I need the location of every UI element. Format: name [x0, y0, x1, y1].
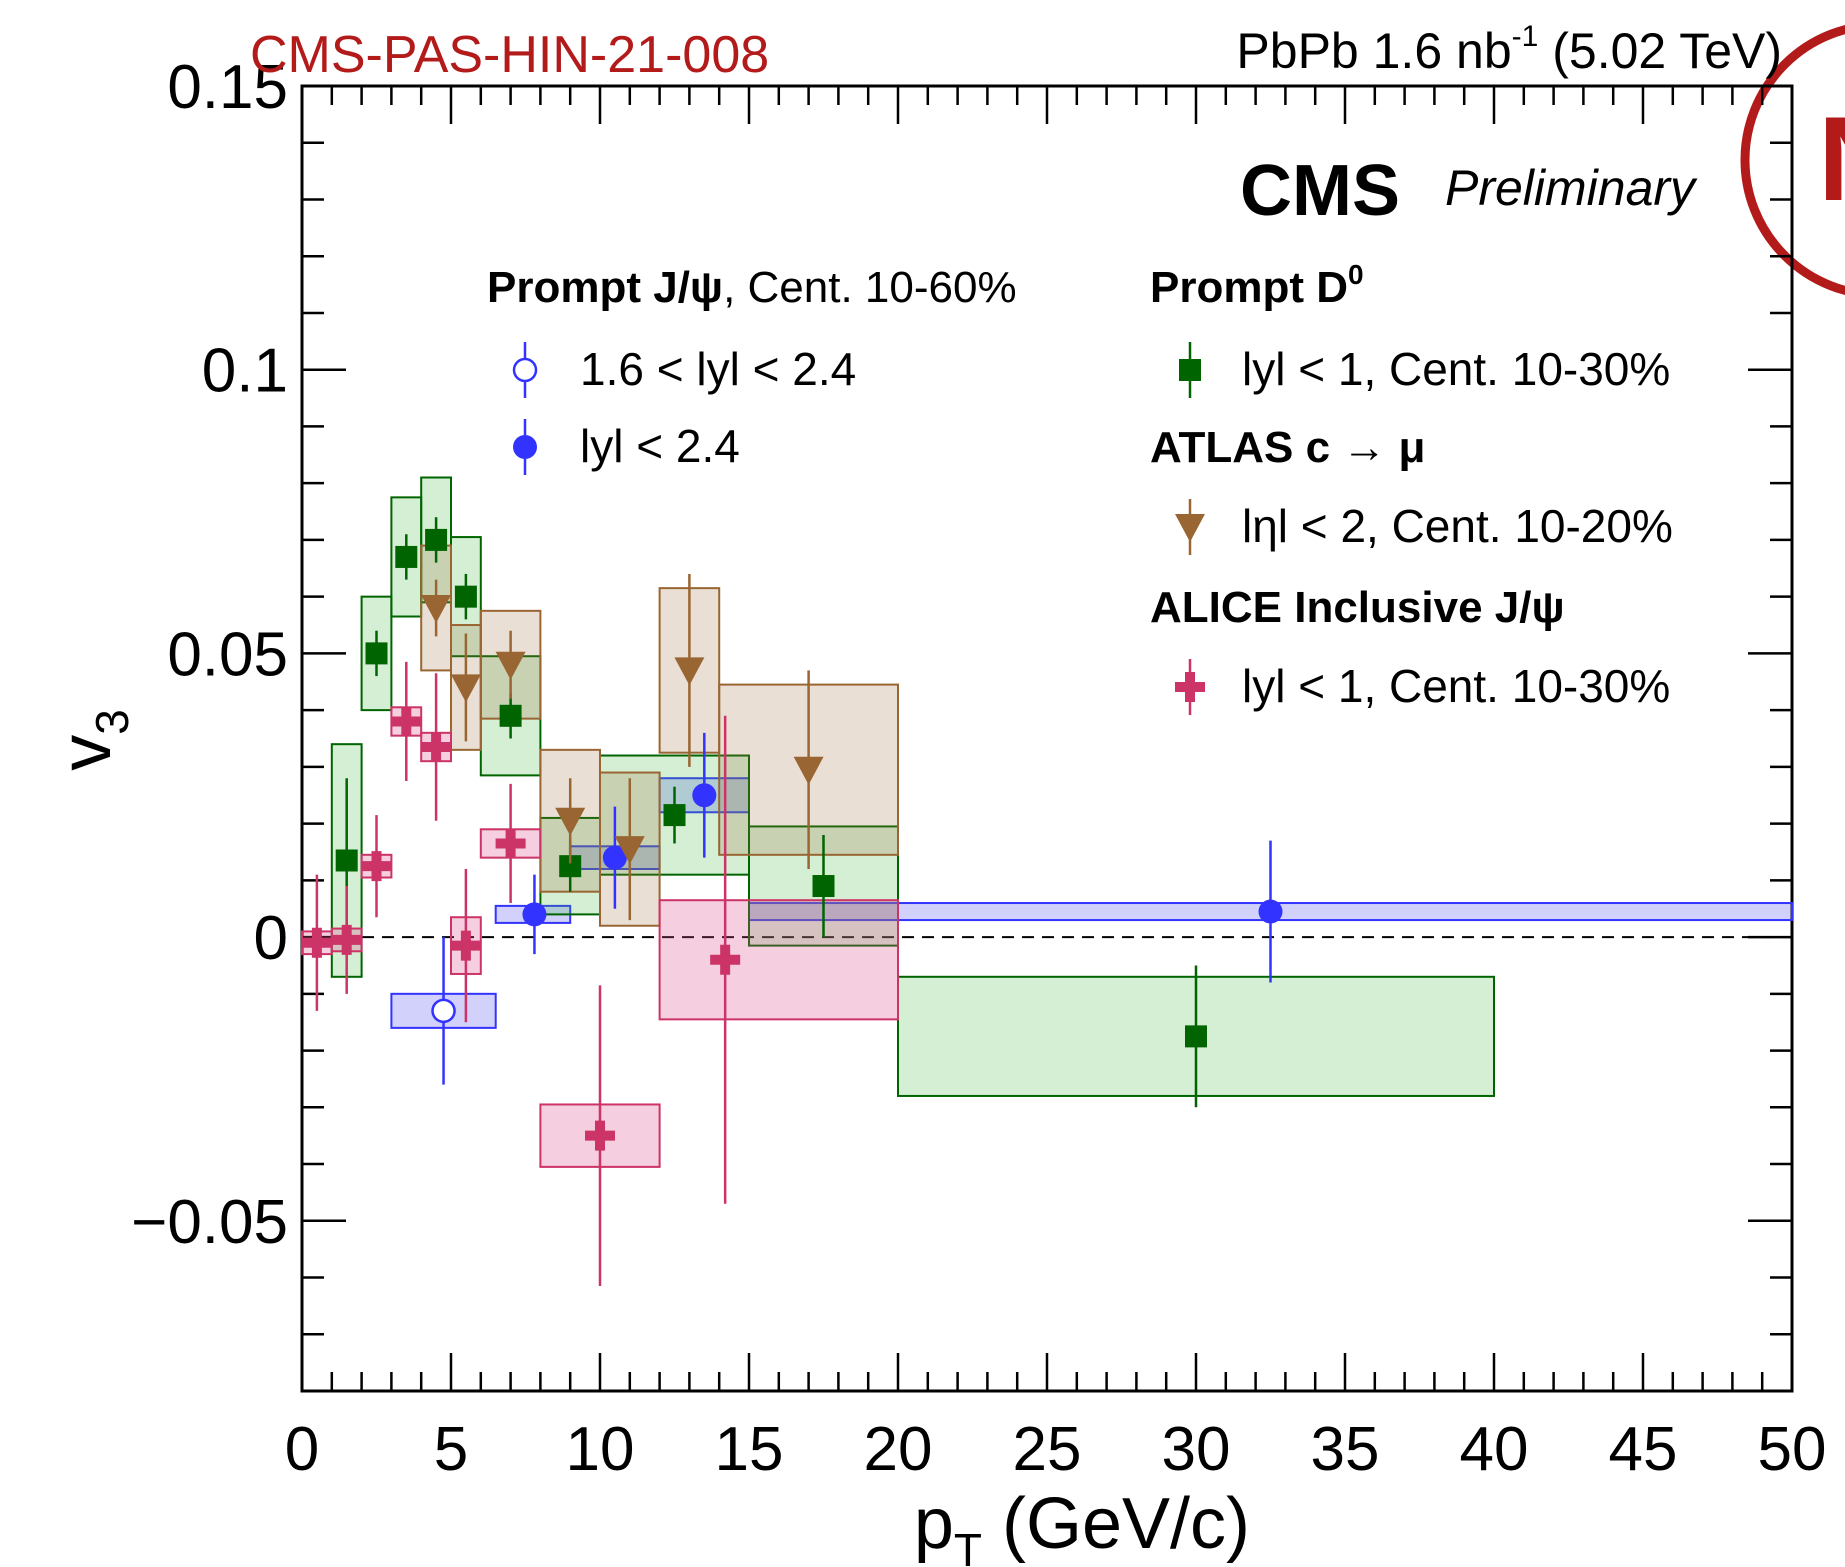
luminosity-label: PbPb 1.6 nb-1 (5.02 TeV)	[1236, 20, 1782, 79]
luminosity-prefix: PbPb 1.6 nb	[1236, 23, 1511, 79]
legend-label-jpsi-forward: 1.6 < lyl < 2.4	[580, 343, 856, 395]
marker-filled-circle	[513, 435, 537, 459]
marker-cross	[495, 828, 526, 859]
x-tick-label: 30	[1162, 1415, 1231, 1484]
marker-filled-circle	[602, 845, 627, 870]
marker-down-triangle	[450, 674, 481, 703]
legend-heading-alice: ALICE Inclusive J/ψ	[1150, 583, 1565, 632]
marker-cross	[301, 927, 332, 958]
marker-filled-circle	[522, 902, 547, 927]
svg-text:N: N	[1818, 92, 1845, 226]
marker-square	[425, 528, 448, 551]
marker-down-triangle	[793, 756, 824, 785]
data-points-layer	[301, 517, 1283, 1287]
marker-square	[1185, 1025, 1207, 1048]
luminosity-energy: (5.02 TeV)	[1538, 23, 1782, 79]
marker-cross	[710, 944, 741, 975]
x-tick-label: 15	[715, 1415, 784, 1484]
x-axis-title-main: p	[914, 1484, 954, 1564]
x-tick-label: 35	[1311, 1415, 1380, 1484]
x-tick-label: 25	[1013, 1415, 1082, 1484]
stamp-logo: N	[1740, 24, 1845, 296]
marker-square	[812, 875, 835, 898]
marker-cross	[361, 851, 392, 882]
x-tick-label: 40	[1460, 1415, 1529, 1484]
y-tick-label: 0.1	[202, 337, 288, 406]
marker-square	[663, 804, 686, 827]
marker-cross	[585, 1120, 615, 1151]
x-tick-label: 20	[864, 1415, 933, 1484]
x-tick-label: 50	[1758, 1415, 1827, 1484]
legend-heading-jpsi-bold: Prompt J/ψ	[487, 263, 723, 312]
marker-down-triangle	[1175, 514, 1205, 542]
legend-heading-jpsi-cent: , Cent. 10-60%	[723, 263, 1017, 312]
y-axis-title: v3	[46, 709, 138, 771]
legend-label-jpsi-mid: lyl < 2.4	[580, 420, 740, 472]
x-axis-title: pT (GeV/c)	[914, 1484, 1250, 1567]
marker-down-triangle	[614, 836, 645, 865]
y-axis-title-main: v	[46, 735, 126, 771]
x-tick-label: 5	[434, 1415, 468, 1484]
legend-heading-d0-text: Prompt D	[1150, 263, 1348, 312]
x-tick-label: 45	[1609, 1415, 1678, 1484]
marker-square	[1179, 359, 1201, 381]
y-tick-label: 0.15	[167, 53, 288, 122]
x-tick-label: 0	[285, 1415, 319, 1484]
marker-square	[454, 585, 477, 608]
y-axis-title-sub: 3	[86, 709, 138, 735]
systematic-boxes-layer	[301, 476, 1793, 1168]
y-tick-label: 0	[254, 904, 288, 973]
report-id: CMS-PAS-HIN-21-008	[250, 26, 769, 84]
marker-cross	[331, 924, 362, 955]
x-axis-title-units: (GeV/c)	[982, 1484, 1250, 1564]
legend-label-alice: lyl < 1, Cent. 10-30%	[1242, 660, 1670, 712]
systematic-box	[658, 899, 899, 1021]
axes-layer: 0 5 10 15 20 25 30 35 40 45 50 −0.05 0 0.05 0.1 0.15	[131, 53, 1826, 1484]
legend-markers	[512, 342, 1205, 715]
marker-cross	[391, 706, 422, 737]
legend-heading-jpsi: Prompt J/ψ, Cent. 10-60%	[487, 263, 1017, 312]
marker-square	[335, 849, 358, 872]
x-axis-title-sub: T	[954, 1524, 982, 1567]
marker-square	[395, 545, 418, 568]
marker-down-triangle	[555, 807, 586, 836]
legend-label-atlas: lηl < 2, Cent. 10-20%	[1242, 500, 1673, 552]
marker-open-circle	[431, 998, 456, 1024]
legend-heading-atlas: ATLAS c → μ	[1150, 423, 1425, 472]
luminosity-exponent: -1	[1512, 20, 1539, 53]
legend-heading-d0-sup: 0	[1348, 259, 1364, 290]
marker-open-circle	[512, 357, 538, 383]
marker-square	[559, 855, 582, 878]
legend-heading-d0: Prompt D0	[1150, 259, 1364, 312]
y-tick-label: −0.05	[131, 1188, 288, 1257]
legend-label-d0: lyl < 1, Cent. 10-30%	[1242, 343, 1670, 395]
marker-filled-circle	[692, 783, 717, 808]
y-tick-label: 0.05	[167, 620, 288, 689]
marker-cross	[1175, 672, 1205, 702]
marker-square	[365, 642, 388, 665]
marker-cross	[450, 930, 481, 961]
x-tick-label: 10	[566, 1415, 635, 1484]
marker-down-triangle	[495, 651, 526, 680]
preliminary-label: Preliminary	[1445, 160, 1698, 216]
experiment-label: CMS	[1240, 151, 1400, 231]
marker-cross	[421, 732, 452, 763]
marker-filled-circle	[1258, 899, 1283, 924]
marker-square	[499, 704, 522, 727]
marker-down-triangle	[674, 657, 705, 686]
marker-down-triangle	[421, 595, 452, 623]
